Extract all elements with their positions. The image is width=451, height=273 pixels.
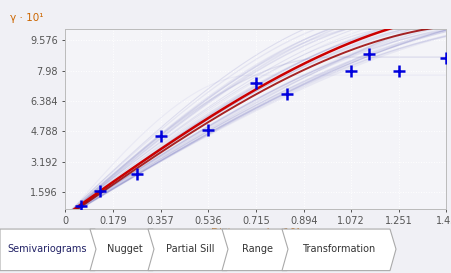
Polygon shape: [222, 229, 293, 271]
Text: Semivariograms: Semivariograms: [8, 244, 87, 254]
Polygon shape: [282, 229, 396, 271]
Text: γ · 10¹: γ · 10¹: [10, 13, 44, 23]
X-axis label: Distance , h · 10¹: Distance , h · 10¹: [211, 228, 301, 238]
Text: Nugget: Nugget: [106, 244, 143, 254]
Polygon shape: [0, 229, 101, 271]
Polygon shape: [90, 229, 159, 271]
Text: Range: Range: [242, 244, 273, 254]
Text: Partial Sill: Partial Sill: [166, 244, 215, 254]
Text: Transformation: Transformation: [302, 244, 376, 254]
Polygon shape: [148, 229, 233, 271]
